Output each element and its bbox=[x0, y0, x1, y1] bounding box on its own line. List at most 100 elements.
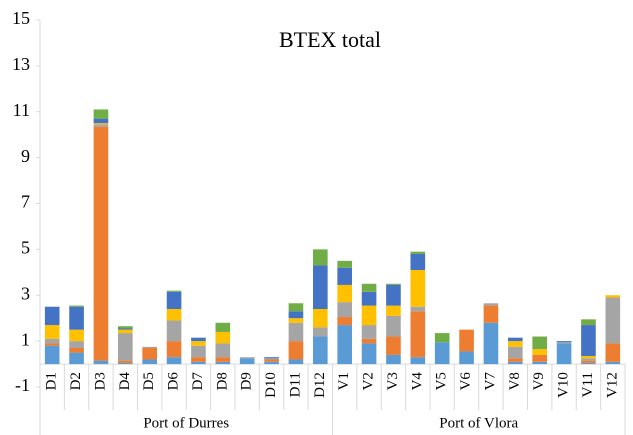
x-tick-label: D10 bbox=[263, 372, 279, 398]
bar-segment bbox=[288, 318, 304, 323]
bar-segment bbox=[191, 341, 206, 346]
bar-segment bbox=[264, 359, 279, 362]
bar-segment bbox=[288, 322, 304, 342]
bar-segment bbox=[434, 333, 450, 343]
x-tick-label: D1 bbox=[44, 372, 60, 390]
bar-segment bbox=[605, 343, 621, 362]
bar-segment bbox=[605, 295, 621, 298]
x-tick-label: D4 bbox=[117, 372, 133, 391]
bar-segment bbox=[459, 351, 474, 365]
bar-segment bbox=[508, 361, 523, 365]
bar-segment bbox=[508, 358, 523, 362]
bar-segment bbox=[166, 291, 182, 310]
bar-segment bbox=[581, 362, 596, 365]
bar-segment bbox=[215, 357, 231, 362]
bar-segment bbox=[93, 124, 109, 127]
bar-segment bbox=[361, 338, 377, 344]
y-tick-label: 3 bbox=[21, 283, 30, 303]
bar-segment bbox=[508, 346, 523, 359]
bar-segment bbox=[191, 337, 206, 342]
bar-segment bbox=[361, 291, 377, 306]
bar-segment bbox=[483, 305, 499, 323]
y-tick-label: 1 bbox=[21, 329, 30, 349]
bar-segment bbox=[581, 358, 596, 361]
bar-segment bbox=[142, 359, 157, 365]
bar-segment bbox=[386, 283, 401, 285]
bar-segment bbox=[313, 336, 328, 365]
bar-segment bbox=[142, 348, 157, 360]
bar-segment bbox=[264, 357, 279, 359]
bar-segment bbox=[191, 361, 206, 365]
x-tick-label: D8 bbox=[214, 372, 230, 390]
bar-segment bbox=[93, 118, 109, 124]
x-tick-label: D6 bbox=[166, 372, 182, 391]
bar-segment bbox=[264, 358, 279, 360]
x-tick-label: D7 bbox=[190, 372, 206, 391]
bar-segment bbox=[288, 341, 304, 360]
y-tick-label: 7 bbox=[21, 192, 30, 212]
bar-segment bbox=[410, 251, 426, 254]
x-tick-label: V10 bbox=[556, 372, 572, 398]
bar-segment bbox=[532, 361, 547, 365]
bar-segment bbox=[118, 328, 133, 330]
bar-segment bbox=[191, 357, 206, 362]
bar-segment bbox=[142, 346, 157, 349]
x-tick-label: D2 bbox=[68, 372, 84, 390]
bar-segment bbox=[69, 305, 84, 307]
bar-segment bbox=[166, 309, 182, 321]
x-tick-label: V9 bbox=[531, 372, 547, 390]
bar-segment bbox=[508, 341, 523, 347]
x-tick-label: V5 bbox=[434, 372, 450, 390]
bar-segment bbox=[215, 361, 231, 365]
y-tick-label: 5 bbox=[21, 238, 30, 258]
bar-segment bbox=[239, 357, 255, 359]
bar-segment bbox=[69, 352, 84, 365]
x-tick-label: V7 bbox=[482, 372, 498, 391]
bar-segment bbox=[410, 311, 426, 358]
bar-segment bbox=[215, 331, 231, 344]
bar-segment bbox=[386, 305, 401, 316]
bar-segment bbox=[166, 357, 182, 365]
bar-segment bbox=[337, 284, 352, 303]
x-tick-label: D12 bbox=[312, 372, 328, 398]
bar-segment bbox=[215, 343, 231, 358]
bar-segment bbox=[605, 361, 621, 365]
y-tick-label: 11 bbox=[13, 100, 30, 120]
bar-segment bbox=[313, 249, 328, 266]
bar-segment bbox=[44, 306, 60, 326]
bar-segment bbox=[191, 345, 206, 358]
bar-segment bbox=[215, 322, 231, 332]
bar-segment bbox=[532, 349, 547, 355]
bar-segment bbox=[556, 343, 572, 365]
bar-segment bbox=[166, 320, 182, 342]
bar-segment bbox=[288, 311, 304, 319]
bar-segment bbox=[386, 315, 401, 337]
bar-segment bbox=[69, 341, 84, 349]
bar-segment bbox=[44, 325, 60, 339]
x-tick-label: V3 bbox=[385, 372, 401, 390]
bar-segment bbox=[483, 322, 499, 365]
x-tick-label: D5 bbox=[141, 372, 157, 390]
group-label: Port of Durres bbox=[143, 415, 229, 431]
bar-segment bbox=[118, 333, 133, 361]
bar-segment bbox=[532, 354, 547, 362]
bar-segment bbox=[69, 348, 84, 353]
bar-segment bbox=[508, 337, 523, 342]
bar-segment bbox=[410, 357, 426, 365]
x-tick-label: V6 bbox=[458, 372, 474, 391]
bar-segment bbox=[118, 360, 133, 363]
bar-segment bbox=[581, 325, 596, 357]
group-label: Port of Vlora bbox=[439, 415, 518, 431]
bar-segment bbox=[93, 109, 109, 119]
bar-segment bbox=[459, 329, 474, 352]
bar-segment bbox=[44, 343, 60, 346]
bar-segment bbox=[313, 309, 328, 328]
bar-segment bbox=[361, 343, 377, 365]
bar-segment bbox=[581, 360, 596, 363]
bar-segment bbox=[386, 354, 401, 365]
bar-segment bbox=[410, 253, 426, 271]
bar-segment bbox=[337, 267, 352, 285]
bar-segment bbox=[361, 305, 377, 326]
bar-segment bbox=[93, 360, 109, 365]
